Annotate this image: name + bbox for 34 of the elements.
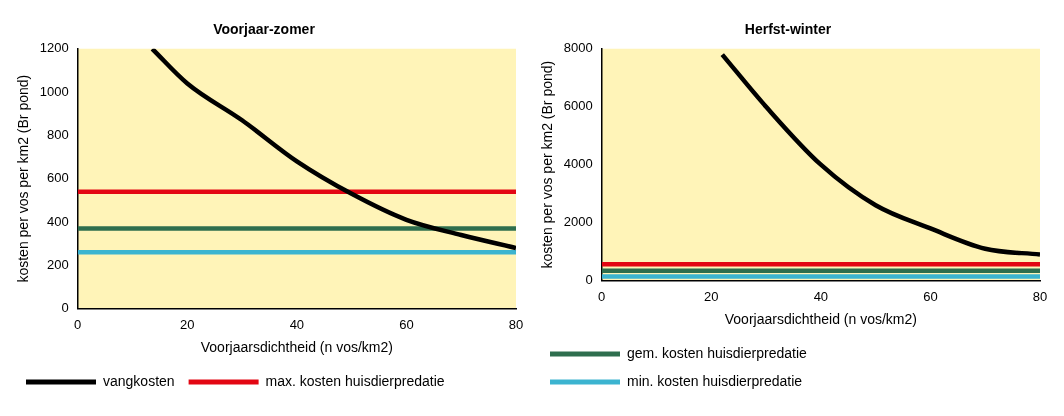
legend-label: gem. kosten huisdierpredatie <box>627 344 807 361</box>
chart-title: Herfst-winter <box>744 21 832 38</box>
y-axis-title: kosten per vos per km2 (Br pond) <box>15 74 32 283</box>
x-tick-label: 80 <box>508 316 524 332</box>
x-tick-label: 40 <box>289 316 305 332</box>
y-tick-label: 400 <box>47 213 69 229</box>
y-tick-label: 200 <box>47 256 69 272</box>
x-axis-title: Voorjaarsdichtheid (n vos/km2) <box>200 339 393 356</box>
x-tick-label: 0 <box>598 288 606 304</box>
x-axis-title: Voorjaarsdichtheid (n vos/km2) <box>724 311 917 328</box>
line-series <box>720 52 1040 257</box>
y-tick-label: 0 <box>61 300 69 316</box>
x-tick-label: 20 <box>704 288 719 304</box>
legend-label: min. kosten huisdierpredatie <box>627 372 803 389</box>
x-tick-label: 20 <box>180 316 195 332</box>
y-tick-label: 8000 <box>563 40 593 56</box>
y-tick-label: 0 <box>585 272 593 288</box>
y-tick-label: 800 <box>47 126 69 142</box>
legend-label: max. kosten huisdierpredatie <box>265 372 445 389</box>
x-tick-label: 60 <box>923 288 938 304</box>
legend-label: vangkosten <box>103 372 175 389</box>
x-tick-label: 80 <box>1032 288 1048 304</box>
y-axis-title: kosten per vos per km2 (Br pond) <box>539 60 556 269</box>
y-tick-label: 4000 <box>563 156 593 172</box>
line-series <box>149 48 516 251</box>
chart-title: Voorjaar-zomer <box>213 21 316 38</box>
y-tick-label: 6000 <box>563 98 593 114</box>
y-tick-label: 1200 <box>39 40 69 56</box>
y-tick-label: 2000 <box>563 214 593 230</box>
x-tick-label: 40 <box>813 288 829 304</box>
x-tick-label: 0 <box>74 316 82 332</box>
y-tick-label: 600 <box>47 170 69 186</box>
y-tick-label: 1000 <box>39 83 69 99</box>
x-tick-label: 60 <box>399 316 414 332</box>
